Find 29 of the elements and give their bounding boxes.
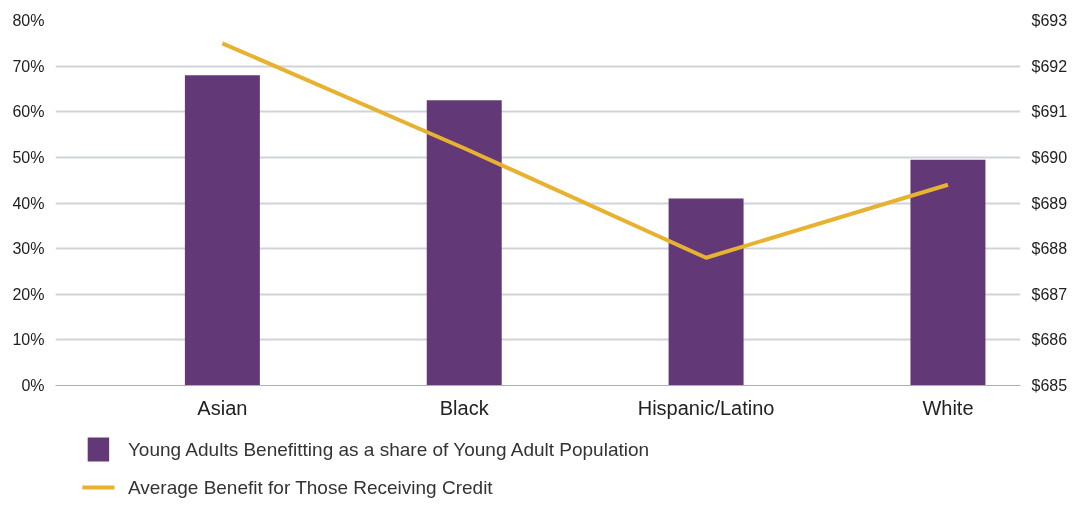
y-tick-label: 70%: [12, 57, 45, 75]
y2-tick-label: $688: [1031, 240, 1068, 258]
bar: [668, 198, 744, 386]
y-tick-label: 50%: [12, 148, 45, 166]
bar: [910, 159, 986, 386]
y-tick-label: 0%: [21, 377, 45, 394]
y2-tick-label: $689: [1031, 194, 1068, 212]
y-tick-label: 10%: [12, 331, 45, 349]
y-tick-label: 60%: [12, 103, 45, 121]
y2-tick-label: $685: [1031, 377, 1068, 394]
x-tick-label: White: [922, 396, 974, 419]
y2-tick-label: $691: [1031, 103, 1068, 121]
y2-tick-label: $693: [1031, 12, 1068, 29]
x-tick-label: Black: [439, 396, 490, 419]
legend-label: Average Benefit for Those Receiving Credit: [127, 477, 494, 498]
y2-tick-label: $687: [1031, 285, 1068, 303]
y2-tick-label: $690: [1031, 148, 1068, 166]
line-series: [220, 41, 950, 260]
y-tick-label: 20%: [12, 285, 45, 303]
y-tick-label: 40%: [12, 194, 45, 212]
x-tick-label: Asian: [197, 396, 248, 419]
bar: [426, 100, 502, 386]
bar: [184, 75, 260, 386]
y-tick-label: 30%: [12, 240, 45, 258]
y2-tick-label: $686: [1031, 331, 1068, 349]
x-tick-label: Hispanic/Latino: [637, 396, 775, 419]
legend-label: Young Adults Benefitting as a share of Young Adult Population: [127, 439, 650, 460]
y2-tick-label: $692: [1031, 57, 1068, 75]
y-tick-label: 80%: [12, 12, 45, 29]
